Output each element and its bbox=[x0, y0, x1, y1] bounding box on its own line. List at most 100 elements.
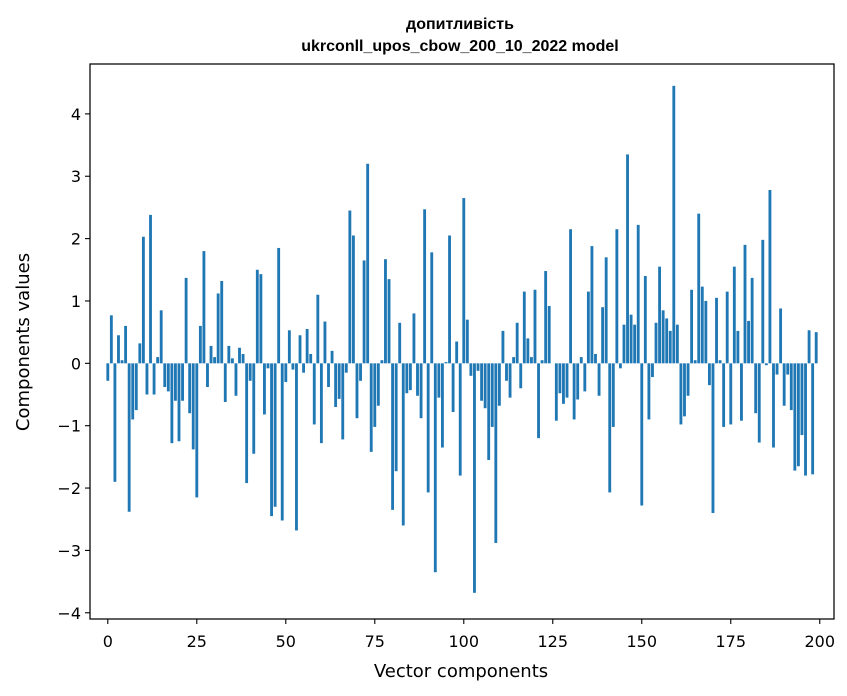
bar bbox=[156, 357, 160, 364]
bar bbox=[405, 363, 409, 394]
bar bbox=[412, 313, 416, 364]
bar bbox=[690, 289, 694, 364]
bar bbox=[174, 363, 177, 401]
bar bbox=[191, 363, 195, 450]
bar bbox=[188, 363, 192, 414]
bar bbox=[768, 189, 772, 364]
bar bbox=[134, 363, 138, 411]
bar bbox=[149, 214, 152, 364]
bar bbox=[426, 363, 430, 493]
bar bbox=[312, 363, 316, 425]
bar bbox=[127, 363, 131, 512]
bar bbox=[117, 335, 120, 364]
bar bbox=[216, 293, 220, 364]
bar bbox=[665, 318, 669, 364]
bar bbox=[583, 363, 587, 392]
bar bbox=[718, 360, 722, 364]
bar bbox=[537, 363, 540, 439]
bar bbox=[348, 210, 352, 364]
bar bbox=[319, 363, 323, 444]
bar bbox=[259, 274, 263, 364]
bar bbox=[782, 363, 786, 406]
bar bbox=[601, 307, 605, 364]
bar bbox=[626, 154, 629, 364]
y-tick-label: 1 bbox=[71, 292, 81, 311]
bar bbox=[544, 271, 548, 364]
bar bbox=[675, 324, 679, 364]
bar bbox=[458, 363, 462, 476]
bar bbox=[569, 229, 572, 364]
bar bbox=[683, 363, 686, 417]
bar bbox=[280, 363, 284, 521]
chart-title: допитливість bbox=[406, 16, 514, 33]
bar bbox=[223, 363, 227, 402]
bar bbox=[740, 363, 743, 421]
bar bbox=[679, 363, 683, 425]
bar bbox=[497, 363, 501, 406]
bar bbox=[736, 330, 740, 364]
bar bbox=[747, 320, 750, 364]
bar bbox=[159, 310, 163, 364]
bar bbox=[441, 363, 444, 448]
bar bbox=[586, 291, 590, 364]
bar bbox=[145, 363, 149, 395]
bar bbox=[234, 363, 238, 396]
bar bbox=[334, 363, 338, 407]
bar bbox=[636, 224, 640, 364]
x-tick-label: 150 bbox=[626, 632, 657, 651]
bar bbox=[732, 266, 736, 364]
bar bbox=[302, 363, 306, 373]
bar bbox=[629, 314, 633, 364]
bar bbox=[622, 324, 626, 364]
bar bbox=[796, 363, 800, 467]
bar bbox=[380, 360, 384, 364]
bar bbox=[643, 276, 647, 364]
bar bbox=[394, 363, 398, 472]
x-tick-label: 50 bbox=[276, 632, 296, 651]
bar bbox=[594, 353, 597, 364]
bar bbox=[362, 260, 366, 364]
y-tick-label: −2 bbox=[57, 479, 81, 498]
bar bbox=[501, 330, 505, 364]
bar bbox=[633, 324, 637, 364]
bar bbox=[789, 363, 793, 411]
chart-subtitle: ukrconll_upos_cbow_200_10_2022 model bbox=[301, 38, 618, 55]
bar bbox=[166, 363, 170, 392]
bar bbox=[480, 363, 484, 401]
bar bbox=[298, 335, 302, 364]
bar bbox=[661, 310, 665, 364]
bar bbox=[387, 279, 391, 364]
bar bbox=[640, 363, 644, 506]
bar bbox=[686, 363, 690, 396]
bar bbox=[113, 363, 117, 482]
bar bbox=[515, 322, 519, 364]
bar bbox=[369, 363, 373, 452]
bar bbox=[668, 330, 672, 364]
bar bbox=[597, 363, 601, 396]
bar bbox=[305, 329, 309, 364]
bar bbox=[715, 297, 718, 364]
bar bbox=[615, 229, 619, 364]
bar bbox=[359, 363, 362, 381]
bar bbox=[384, 259, 387, 364]
bar bbox=[786, 363, 790, 375]
bar bbox=[366, 163, 370, 364]
x-tick-label: 75 bbox=[365, 632, 385, 651]
bar bbox=[141, 236, 145, 364]
bar bbox=[430, 252, 434, 364]
bar bbox=[213, 357, 217, 364]
bar bbox=[419, 363, 423, 419]
bar bbox=[344, 363, 348, 373]
bar bbox=[757, 363, 761, 443]
bar bbox=[245, 363, 249, 484]
bar bbox=[341, 363, 345, 440]
bar bbox=[106, 363, 110, 381]
bar bbox=[230, 358, 234, 364]
bar bbox=[476, 363, 480, 371]
bar bbox=[558, 363, 562, 394]
x-tick-label: 25 bbox=[187, 632, 207, 651]
bar bbox=[576, 363, 580, 400]
y-tick-label: 2 bbox=[71, 230, 81, 249]
bar bbox=[423, 209, 427, 364]
bar bbox=[490, 363, 494, 427]
